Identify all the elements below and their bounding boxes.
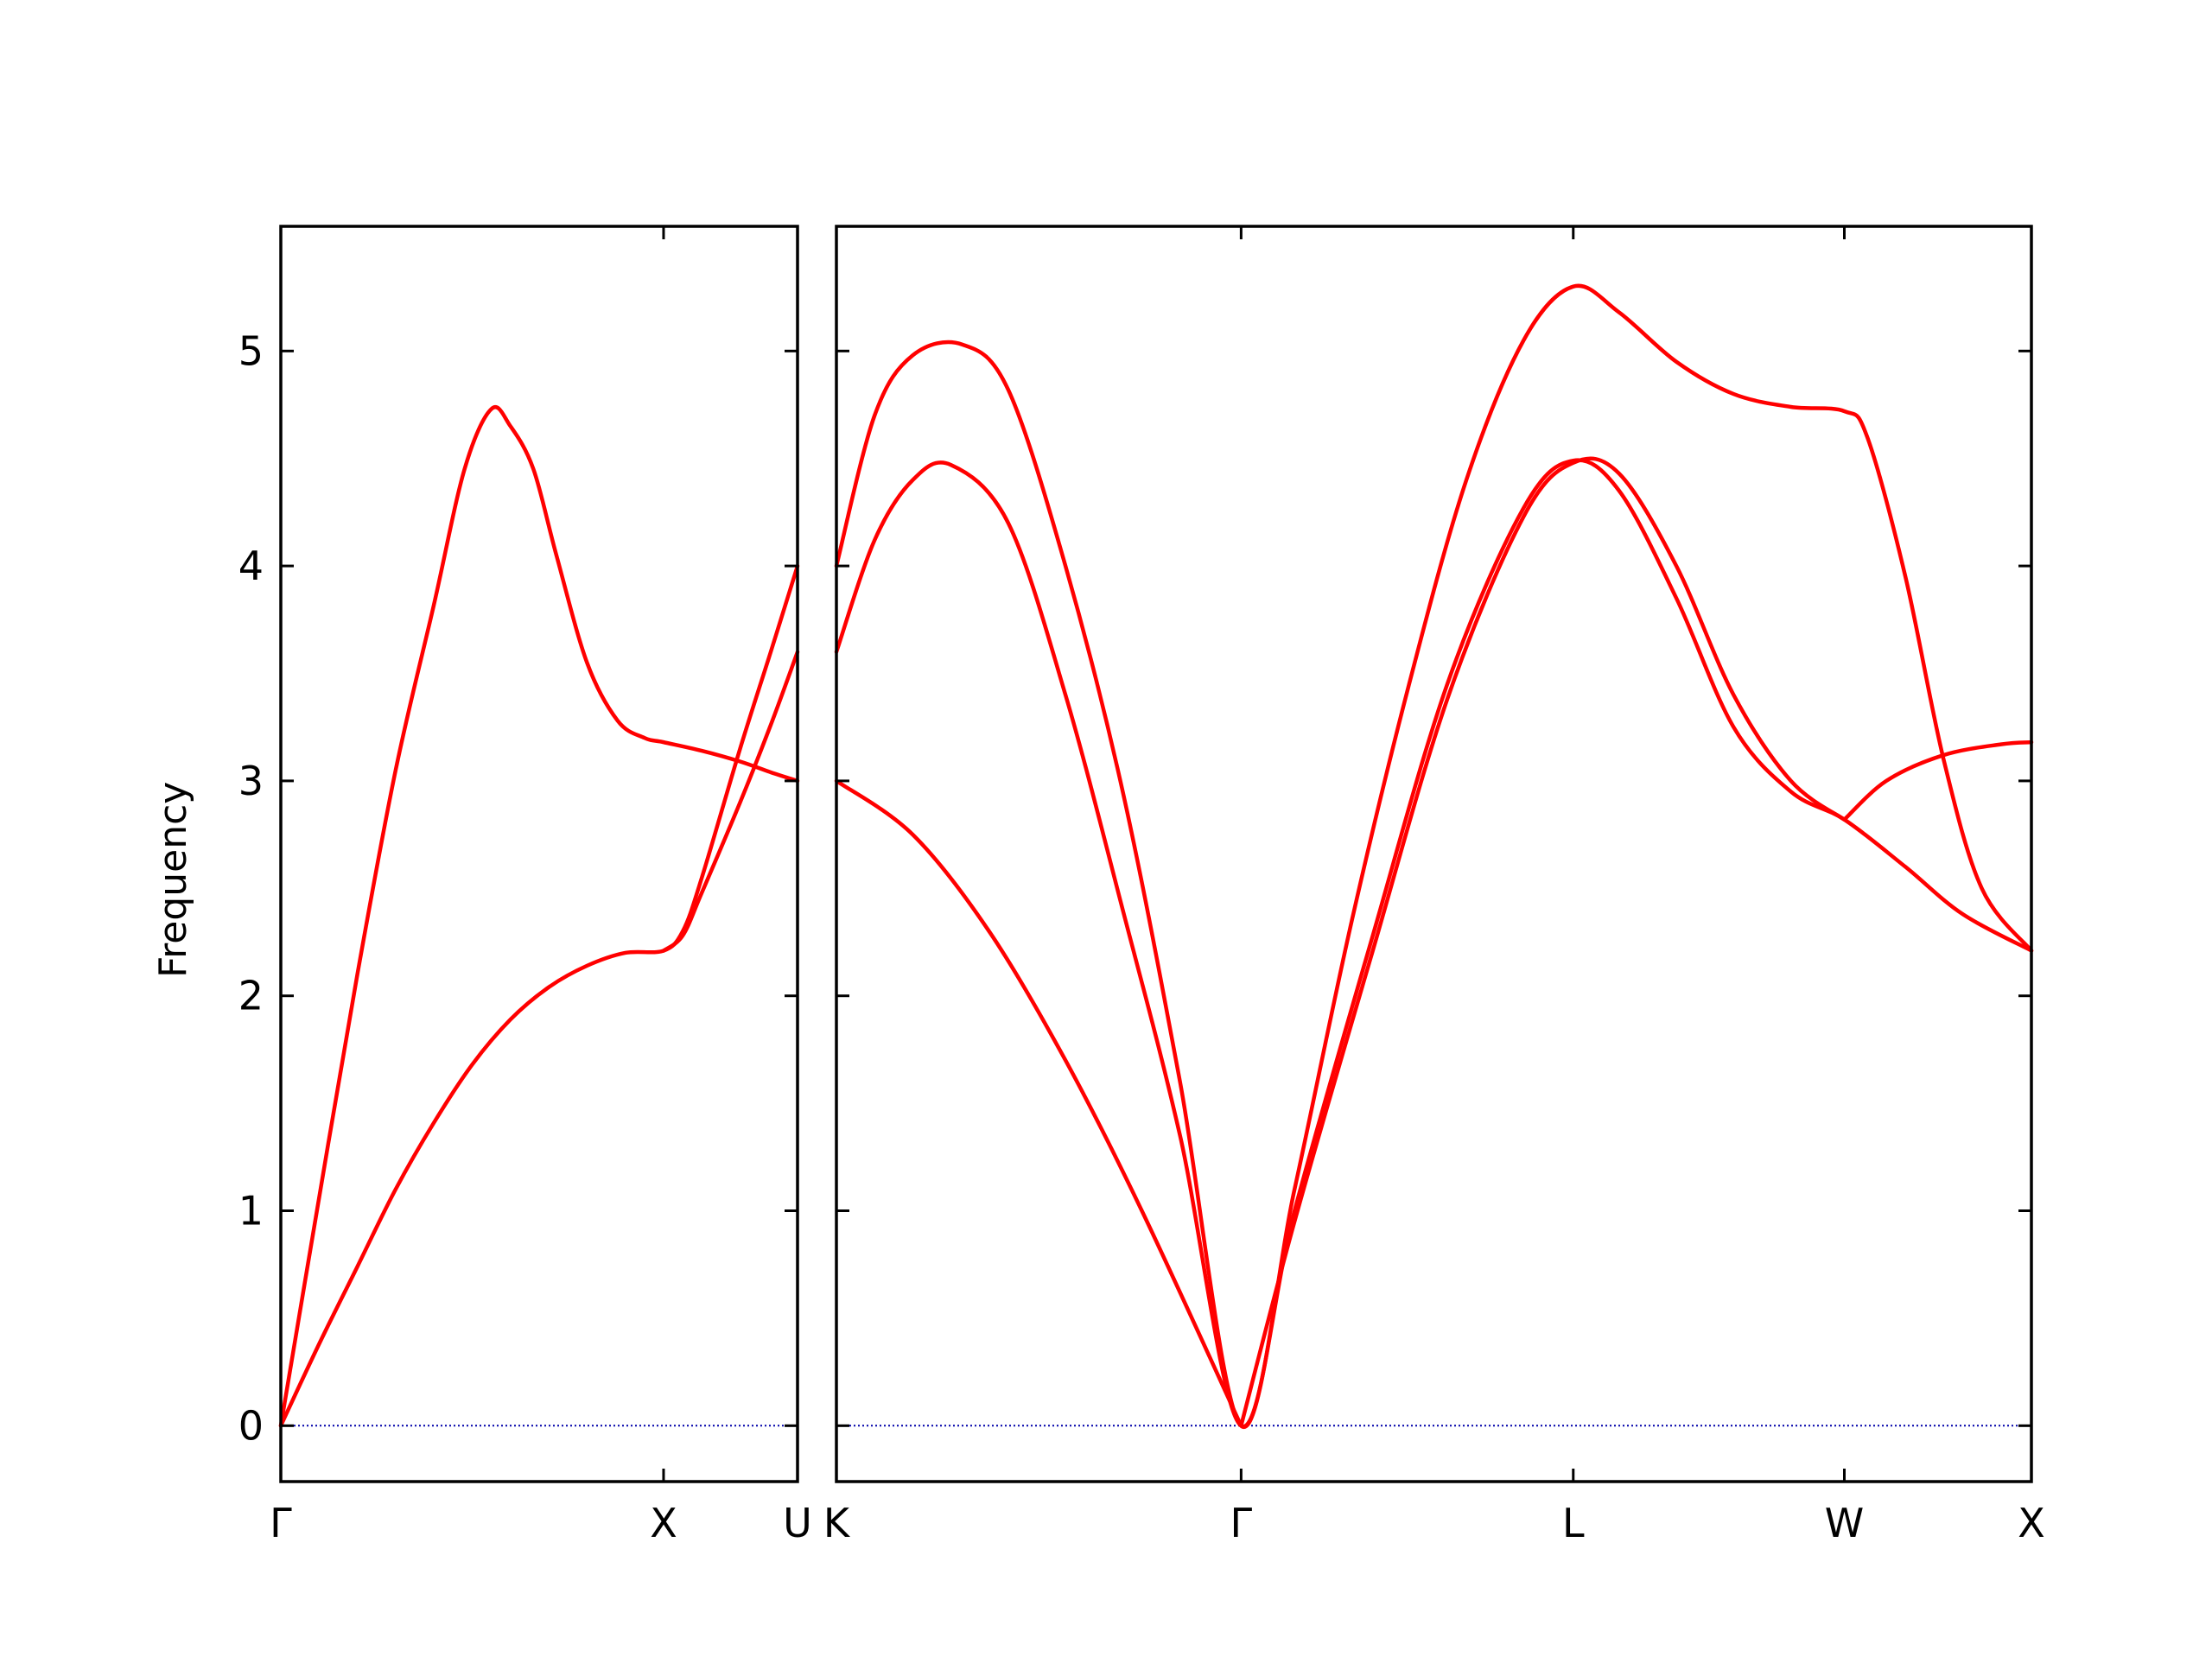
- x-tick-label: X: [650, 1500, 677, 1546]
- x-tick-label: Γ: [270, 1500, 292, 1546]
- x-tick-label: U: [783, 1500, 812, 1546]
- panels-layer: 0 1 2 3 4 5 Γ X U K Γ L W X: [238, 225, 2045, 1546]
- y-tick-label: 4: [238, 543, 264, 589]
- band-line-2-3: [834, 778, 1243, 1428]
- band-line-1-2: [278, 563, 800, 1428]
- band-line-2-4: [1239, 456, 1847, 1428]
- band-line-2-5: [1842, 739, 2034, 822]
- x-tick-label: X: [2018, 1500, 2045, 1546]
- plot-frame: [279, 225, 799, 1483]
- y-tick-label: 0: [238, 1402, 264, 1449]
- band-line-2-1: [834, 283, 2034, 1430]
- band-line-1-3: [661, 650, 800, 953]
- y-tick-label: 2: [238, 973, 264, 1019]
- x-tick-label: W: [1825, 1500, 1864, 1546]
- x-tick-label: L: [1562, 1500, 1585, 1546]
- band-line-2-2: [834, 458, 2034, 1429]
- y-tick-label: 5: [238, 327, 264, 374]
- x-tick-label: Γ: [1230, 1500, 1253, 1546]
- y-tick-label: 3: [238, 758, 264, 804]
- panel-1: 0 1 2 3 4 5 Γ X U: [238, 225, 812, 1546]
- y-axis-label: Frequency: [151, 782, 195, 978]
- x-tick-label: K: [823, 1500, 851, 1546]
- band-line-1-1: [278, 405, 800, 1428]
- y-tick-label: 1: [238, 1188, 264, 1235]
- plot-frame: [835, 225, 2033, 1483]
